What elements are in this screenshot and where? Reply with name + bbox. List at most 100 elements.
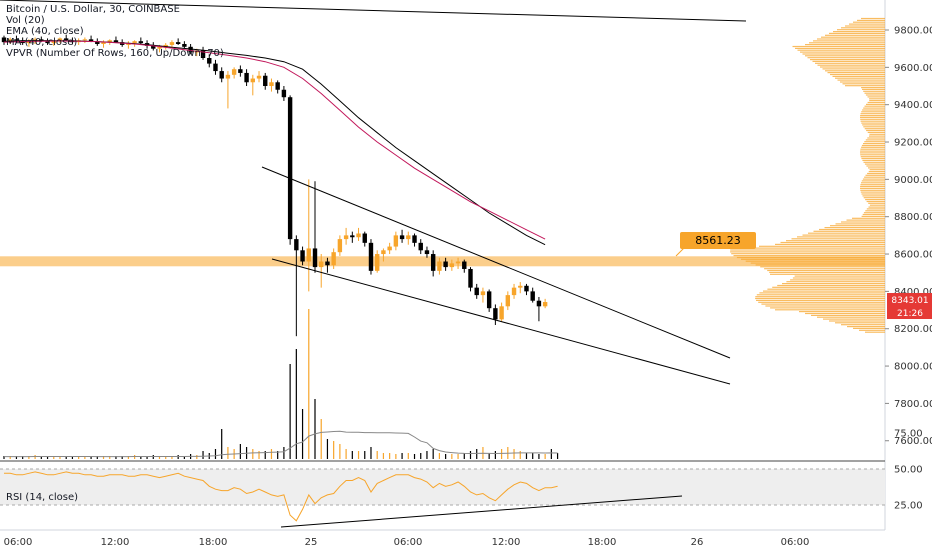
candle-body: [188, 46, 193, 53]
vpvr-row: [852, 217, 885, 219]
rsi-tick-label: 25.00: [894, 501, 923, 512]
vol-indicator-label[interactable]: Vol (20): [6, 15, 45, 26]
candle: [300, 246, 305, 266]
volume-bar: [357, 451, 360, 459]
candle-body: [182, 44, 187, 47]
symbol-title[interactable]: Bitcoin / U.S. Dollar, 30, COINBASE: [6, 4, 180, 15]
ema-indicator-label[interactable]: EMA (40, close): [6, 26, 84, 37]
candle-body: [163, 44, 168, 47]
vpvr-row: [845, 85, 885, 87]
vpvr-row: [860, 154, 885, 156]
vpvr-row: [864, 128, 885, 130]
candle-body: [356, 233, 361, 238]
vpvr-row: [830, 225, 885, 227]
vpvr-indicator-label[interactable]: VPVR (Number Of Rows, 160, Up/Down, 70): [6, 48, 224, 59]
price-scale[interactable]: [885, 0, 932, 550]
vpvr-row: [860, 113, 885, 115]
volume-bar: [457, 454, 459, 459]
vpvr-row: [867, 137, 885, 139]
vpvr-row: [809, 42, 885, 44]
rsi-tick-label: 50.00: [894, 465, 923, 476]
vpvr-row: [759, 245, 885, 247]
chart-legend[interactable]: Bitcoin / U.S. Dollar, 30, COINBASE Vol …: [6, 4, 224, 59]
ma-indicator-label[interactable]: MA (40, close): [6, 37, 78, 48]
channel-upper-line[interactable]: [261, 166, 731, 359]
volume-bar: [109, 456, 111, 459]
price-tick-label: 9400.00: [894, 100, 932, 111]
vpvr-row: [815, 62, 885, 64]
time-tick-label: 06:00: [781, 537, 810, 548]
vpvr-row: [761, 303, 885, 305]
horizontal-level-band[interactable]: [0, 256, 885, 267]
trend-lines[interactable]: [0, 0, 747, 528]
candle-body: [368, 242, 374, 271]
candle-body: [424, 250, 430, 255]
vpvr-row: [829, 32, 885, 34]
vpvr-row: [863, 143, 885, 145]
vpvr-row: [758, 301, 885, 303]
vpvr-row: [861, 146, 885, 148]
vpvr-row: [805, 44, 885, 46]
candle: [64, 34, 69, 42]
vpvr-row: [755, 296, 885, 298]
vpvr-row: [869, 204, 885, 206]
candle: [542, 298, 548, 309]
candle-body: [381, 250, 386, 255]
rsi-band: [0, 469, 885, 505]
volume-bar: [196, 455, 198, 459]
volume-bar: [426, 451, 428, 459]
volume-bar: [407, 453, 409, 459]
ma-line[interactable]: [3, 40, 546, 240]
candle-body: [387, 246, 392, 251]
level-callout[interactable]: [680, 232, 756, 249]
volume-bar: [395, 454, 397, 459]
time-tick-label: 06:00: [4, 537, 33, 548]
vpvr-row: [833, 31, 885, 33]
vpvr-row: [730, 249, 885, 251]
vpvr-row: [865, 199, 885, 201]
price-tick-label: 7800.00: [894, 399, 932, 410]
candle-body: [244, 72, 249, 83]
candle-body: [256, 75, 262, 79]
rsi-indicator-label[interactable]: RSI (14, close): [6, 492, 79, 503]
candle-body: [151, 45, 156, 49]
vpvr-row: [861, 215, 885, 217]
candle: [449, 259, 455, 271]
candle-body: [536, 300, 542, 307]
candle-body: [213, 63, 218, 72]
price-tick-label: 7600.00: [894, 436, 932, 447]
volume-bar: [158, 456, 161, 459]
vpvr-row: [860, 148, 885, 150]
vpvr-row: [824, 227, 885, 229]
vpvr-row: [807, 57, 885, 59]
vpvr-row: [860, 150, 885, 152]
price-tick-label: 9000.00: [894, 175, 932, 186]
candle-body: [499, 306, 504, 320]
candle-body: [138, 41, 144, 44]
volume-bar: [289, 364, 291, 459]
volume-bar: [71, 456, 74, 459]
vpvr-row: [869, 169, 885, 171]
candle-body: [82, 39, 88, 41]
candle-body: [542, 302, 548, 307]
candle-body: [443, 261, 448, 268]
vpvr-row: [861, 193, 885, 195]
candle-body: [113, 40, 119, 43]
candle: [138, 37, 144, 45]
candle: [287, 95, 293, 245]
volume-bar: [308, 309, 310, 459]
vpvr-row: [786, 281, 885, 283]
candle: [480, 287, 486, 303]
price-tick-label: 8000.00: [894, 362, 932, 373]
candle: [505, 291, 511, 311]
vpvr-row: [756, 299, 885, 301]
top-trendline[interactable]: [0, 0, 747, 22]
price-tick-label: 8800.00: [894, 212, 932, 223]
rsi-trendline[interactable]: [280, 495, 683, 528]
channel-lower-line[interactable]: [271, 258, 731, 385]
candle-body: [418, 242, 423, 251]
vpvr-row: [863, 212, 885, 214]
vpvr-row: [863, 197, 885, 199]
vpvr-row: [825, 70, 885, 72]
